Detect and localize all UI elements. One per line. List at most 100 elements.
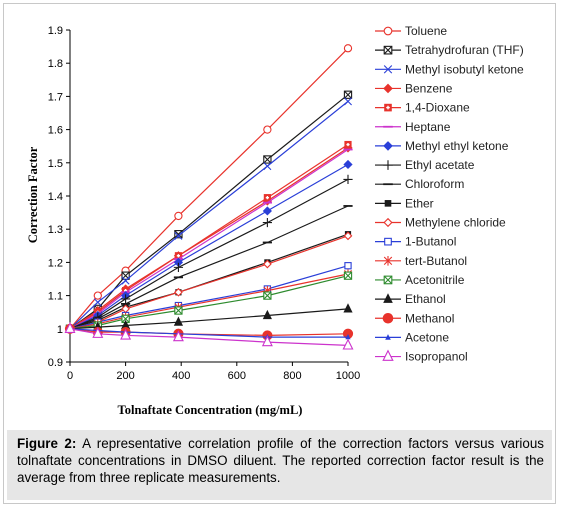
data-point (263, 194, 271, 202)
marker-cross (121, 314, 130, 323)
data-point (261, 335, 273, 347)
series-line (69, 265, 349, 330)
legend-marker (382, 349, 394, 361)
series-toluene (65, 44, 353, 333)
marker-cross (383, 45, 393, 55)
legend-item: Chloroform (375, 177, 464, 191)
data-point (345, 334, 351, 340)
legend-label: Methanol (405, 311, 454, 325)
y-tick-label: 1.7 (48, 91, 63, 103)
legend-marker (384, 237, 392, 246)
legend-label: Isopropanol (405, 350, 468, 364)
data-point (343, 90, 353, 99)
legend-label: Acetonitrile (405, 273, 465, 287)
y-tick-label: 1.6 (48, 125, 63, 137)
legend-marker (383, 256, 393, 266)
legend-marker (383, 293, 393, 303)
legend-item: Benzene (375, 81, 453, 95)
legend-marker (384, 103, 392, 112)
legend-marker (383, 160, 393, 170)
data-point (173, 257, 184, 267)
chart-axes: 0.9 1 1.1 1.2 1.3 1.4 1.5 1.6 1.7 1.8 1.9 0 200 400 60… (48, 25, 361, 382)
data-point (343, 303, 353, 313)
data-point (120, 328, 132, 340)
series-ethyl-acetate (65, 174, 353, 334)
legend-label: Ether (405, 196, 434, 210)
series-line (69, 47, 349, 330)
data-point (343, 44, 353, 53)
marker-cross (174, 230, 183, 239)
legend-item: Methyl ethyl ketone (375, 139, 509, 153)
series-line (69, 328, 349, 346)
marker-cross (174, 306, 183, 315)
legend-item: Methylene chloride (375, 216, 506, 230)
y-tick-label: 1 (57, 324, 63, 336)
caption-text: A representative correlation profile of … (17, 436, 544, 485)
data-point (344, 97, 352, 106)
data-point (174, 252, 183, 260)
series-line (69, 233, 349, 330)
legend-marker (383, 26, 393, 36)
legend-marker (383, 83, 393, 94)
legend-marker (383, 275, 393, 285)
y-tick-label: 1.1 (48, 291, 63, 303)
legend-item: 1,4-Dioxane (375, 101, 470, 115)
series-line (69, 205, 349, 330)
legend-item: Methanol (375, 311, 454, 325)
series-line (69, 178, 349, 330)
series-methyl-ethyl-ketone (65, 159, 353, 334)
legend-label: Ethyl acetate (405, 158, 475, 172)
legend-label: Tetrahydrofuran (THF) (405, 43, 524, 57)
data-point (93, 291, 102, 300)
marker-cross (263, 155, 272, 164)
legend-label: Methyl ethyl ketone (405, 139, 509, 153)
legend-item: Methyl isobutyl ketone (375, 62, 524, 76)
data-point (174, 231, 183, 240)
series-line (69, 100, 349, 330)
legend-label: Acetone (405, 330, 449, 344)
data-point (263, 162, 272, 171)
series-line (69, 147, 349, 330)
legend-marker (385, 334, 391, 340)
data-point (92, 326, 104, 338)
chart-series (64, 44, 354, 350)
data-point (263, 291, 272, 300)
legend-marker (384, 200, 392, 207)
y-tick-label: 1.4 (48, 191, 63, 203)
legend-item: 1-Butanol (375, 235, 456, 249)
x-tick-label: 0 (67, 370, 73, 382)
marker-cross (383, 275, 393, 285)
marker-cross (344, 271, 352, 280)
data-point (173, 316, 184, 326)
legend-item: Toluene (375, 24, 447, 38)
x-tick-label: 600 (228, 370, 246, 382)
caption-label: Figure 2: (17, 436, 77, 451)
series-line (69, 94, 349, 330)
legend-item: Tetrahydrofuran (THF) (375, 43, 524, 57)
x-axis-title: Tolnaftate Concentration (mg/mL) (118, 403, 303, 417)
legend-item: Acetone (375, 330, 449, 344)
legend-item: Ethyl acetate (375, 158, 475, 172)
legend-label: 1,4-Dioxane (405, 101, 470, 115)
series-line (69, 143, 349, 330)
marker-cross (263, 291, 272, 300)
data-point (172, 330, 184, 342)
data-point (343, 231, 353, 241)
figure-caption: Figure 2: A representative correlation p… (7, 430, 552, 500)
data-point (343, 174, 353, 184)
series-methyl-isobutyl-ketone (66, 97, 352, 333)
data-point (344, 262, 352, 270)
data-point (173, 262, 184, 272)
y-axis-title: Correction Factor (26, 146, 40, 243)
data-point (121, 314, 130, 323)
data-point (121, 319, 131, 330)
data-point (93, 298, 102, 307)
legend-item: Ethanol (375, 292, 446, 306)
legend-marker (382, 312, 394, 324)
y-tick-label: 1.8 (48, 58, 63, 70)
data-point (263, 259, 272, 269)
marker-plus (265, 196, 269, 200)
legend-label: Methylene chloride (405, 216, 506, 230)
data-point (262, 217, 272, 228)
data-point (174, 211, 183, 221)
